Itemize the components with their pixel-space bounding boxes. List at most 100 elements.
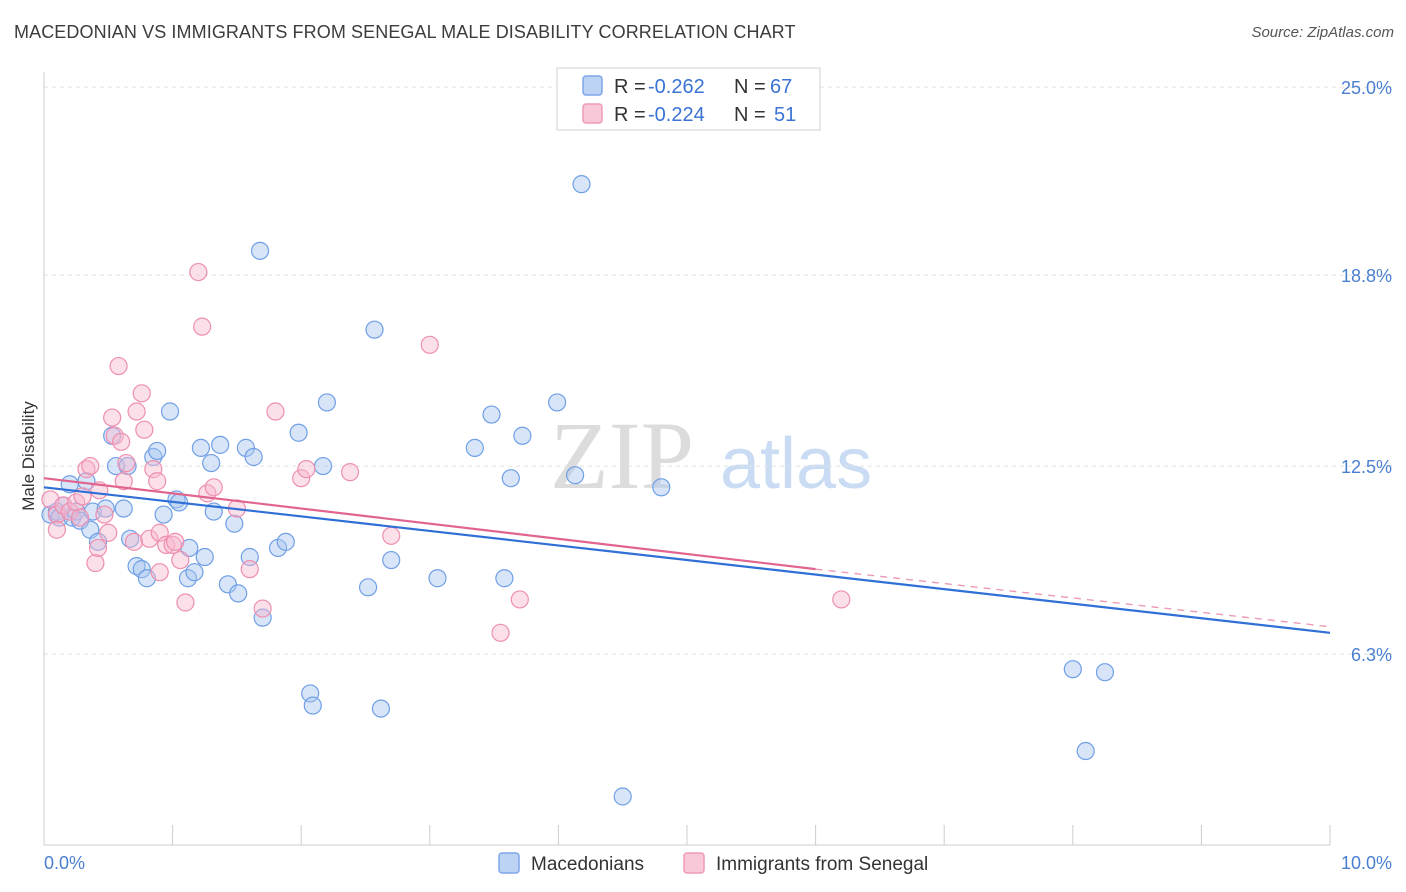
senegal-point bbox=[81, 456, 100, 476]
senegal-point bbox=[95, 505, 114, 524]
macedonians-point bbox=[88, 532, 108, 551]
senegal-point bbox=[112, 432, 131, 451]
bottom-legend-senegal: Immigrants from Senegal bbox=[716, 854, 928, 875]
macedonians-point bbox=[313, 456, 333, 476]
trend-lines bbox=[43, 477, 1331, 634]
bottom-legend-swatch-senegal bbox=[683, 852, 705, 874]
senegal-point bbox=[382, 526, 401, 545]
y-tick-label: 12.5% bbox=[1341, 457, 1392, 477]
senegal-point bbox=[420, 335, 439, 354]
legend-n-value-2: 51 bbox=[774, 104, 796, 126]
macedonians-point bbox=[289, 423, 308, 442]
senegal-point bbox=[340, 463, 360, 482]
macedonians-point bbox=[211, 435, 230, 454]
legend-n-value-1: 67 bbox=[770, 76, 792, 98]
macedonians-point bbox=[195, 547, 214, 567]
macedonians-point bbox=[191, 438, 210, 457]
senegal-point bbox=[144, 460, 163, 479]
senegal-point bbox=[124, 532, 144, 551]
macedonians-point bbox=[185, 563, 204, 582]
macedonians-point bbox=[154, 505, 173, 524]
watermark-atlas: atlas bbox=[720, 424, 872, 504]
macedonians-point bbox=[317, 393, 337, 412]
legend-r-label-2: R = bbox=[614, 104, 646, 126]
senegal-point bbox=[189, 262, 208, 282]
macedonians-point bbox=[566, 466, 585, 485]
chart-title: MACEDONIAN VS IMMIGRANTS FROM SENEGAL MA… bbox=[14, 22, 796, 42]
bottom-legend-swatch-macedonians bbox=[498, 852, 520, 874]
senegal-point bbox=[148, 472, 167, 491]
y-tick-label: 25.0% bbox=[1341, 78, 1392, 98]
legend-swatch-senegal bbox=[582, 103, 603, 124]
macedonians-point bbox=[303, 696, 322, 715]
senegal-point bbox=[114, 472, 133, 491]
data-points bbox=[41, 175, 1115, 806]
x-tick-label-min: 0.0% bbox=[44, 853, 85, 873]
macedonians-point bbox=[276, 532, 295, 551]
y-axis-label: Male Disability bbox=[19, 401, 38, 511]
senegal-point bbox=[297, 460, 316, 479]
senegal-point bbox=[253, 599, 272, 618]
senegal-point bbox=[109, 356, 128, 376]
macedonians-point bbox=[365, 320, 384, 339]
senegal-point bbox=[292, 469, 311, 488]
macedonians-point bbox=[371, 699, 391, 718]
senegal-point bbox=[103, 408, 122, 427]
senegal-point bbox=[60, 502, 79, 521]
macedonians-trend-line bbox=[43, 486, 1331, 634]
senegal-point bbox=[47, 520, 66, 539]
senegal-point bbox=[163, 535, 182, 554]
legend-r-value-2: -0.224 bbox=[648, 104, 705, 126]
senegal-point bbox=[86, 553, 105, 573]
grid-lines bbox=[44, 86, 1392, 655]
senegal-trend-line bbox=[43, 477, 816, 571]
senegal-point bbox=[127, 402, 146, 421]
axes: 6.3% 12.5% 18.8% 25.0% bbox=[43, 72, 1392, 846]
macedonians-point bbox=[495, 569, 514, 588]
legend-n-label-1: N = bbox=[734, 76, 766, 98]
series-legend: Macedonians Immigrants from Senegal bbox=[498, 852, 928, 875]
senegal-point bbox=[491, 623, 510, 642]
macedonians-point bbox=[148, 441, 167, 461]
senegal-point bbox=[171, 550, 190, 570]
legend-swatch-macedonians bbox=[582, 75, 603, 96]
macedonians-point bbox=[160, 402, 180, 421]
senegal-point bbox=[204, 478, 223, 497]
macedonians-point bbox=[236, 438, 256, 457]
senegal-point bbox=[266, 402, 285, 421]
legend-r-value-1: -0.262 bbox=[648, 76, 705, 98]
source-label: Source: ZipAtlas.com bbox=[1251, 24, 1394, 41]
senegal-point bbox=[88, 538, 108, 558]
stats-legend: R = -0.262 N = 67 R = -0.224 N = 51 bbox=[556, 67, 821, 131]
macedonians-point bbox=[229, 584, 248, 603]
macedonians-point bbox=[218, 575, 237, 594]
macedonians-point bbox=[513, 426, 532, 445]
macedonians-point bbox=[1063, 660, 1082, 679]
bottom-legend-macedonians: Macedonians bbox=[531, 854, 644, 875]
macedonians-point bbox=[613, 787, 632, 806]
y-tick-label: 18.8% bbox=[1341, 266, 1392, 286]
x-tick-label-max: 10.0% bbox=[1341, 853, 1392, 873]
macedonians-point bbox=[202, 453, 221, 473]
senegal-point bbox=[193, 317, 212, 336]
macedonians-point bbox=[127, 557, 146, 576]
macedonians-point bbox=[572, 175, 591, 194]
senegal-trend-extension bbox=[815, 568, 1331, 628]
macedonians-point bbox=[118, 456, 137, 476]
legend-n-label-2: N = bbox=[734, 104, 766, 126]
senegal-point bbox=[117, 453, 136, 473]
senegal-point bbox=[510, 590, 529, 609]
senegal-point bbox=[132, 384, 151, 403]
macedonians-point bbox=[548, 393, 567, 412]
y-tick-label: 6.3% bbox=[1351, 645, 1392, 665]
senegal-point bbox=[832, 590, 851, 609]
macedonians-point bbox=[225, 514, 244, 533]
senegal-point bbox=[166, 532, 185, 551]
senegal-point bbox=[176, 593, 195, 612]
watermark-zip: ZIP bbox=[550, 402, 694, 509]
macedonians-point bbox=[465, 438, 484, 457]
macedonians-point bbox=[96, 499, 115, 518]
macedonians-point bbox=[428, 569, 447, 588]
macedonians-point bbox=[1076, 741, 1095, 761]
